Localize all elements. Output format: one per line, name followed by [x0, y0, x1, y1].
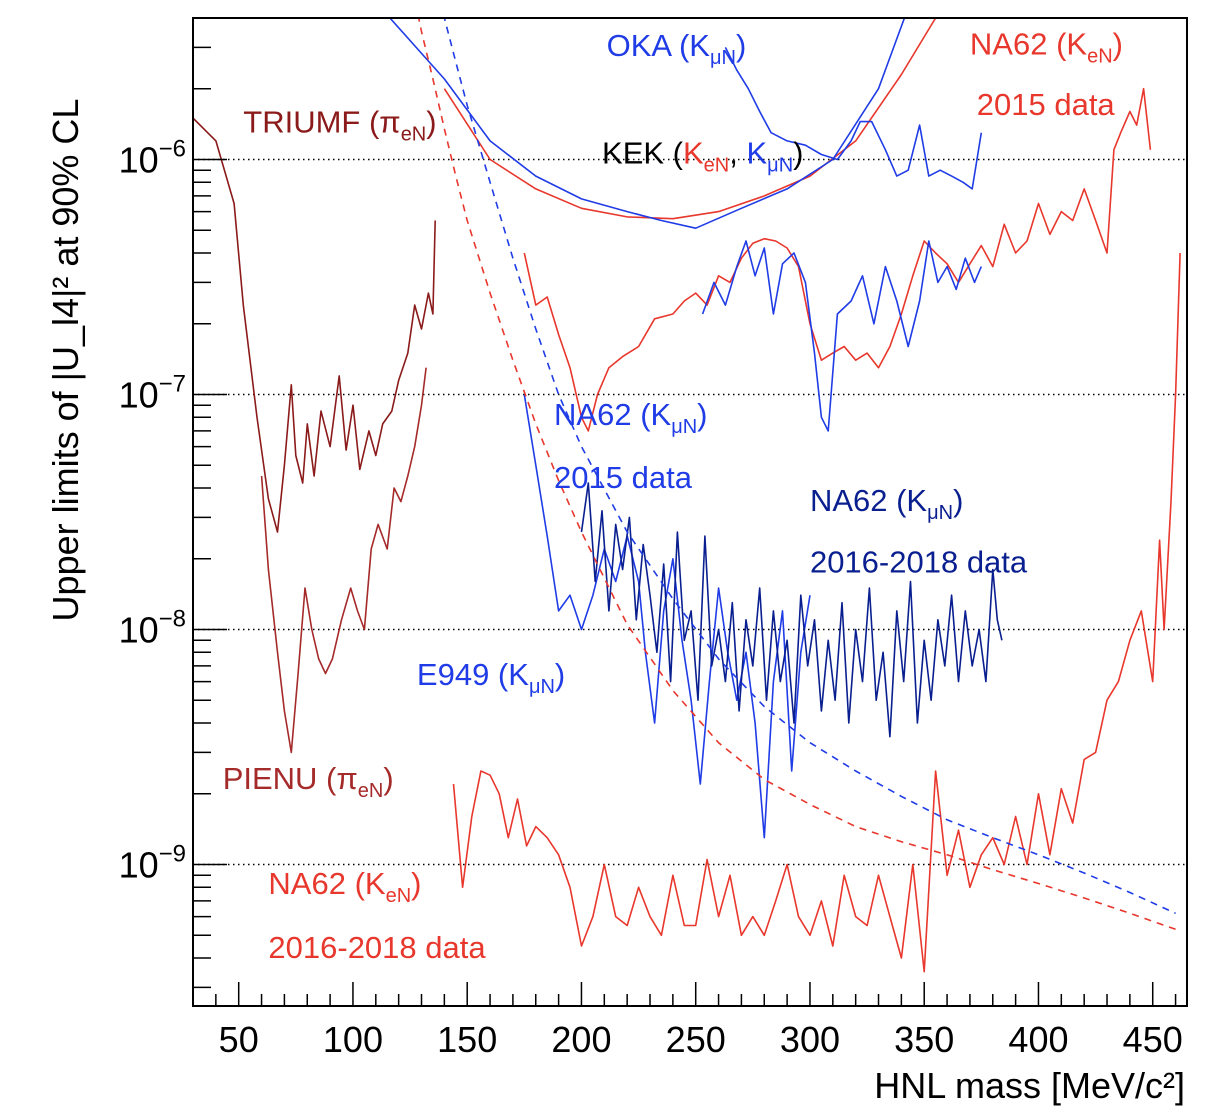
label-na62-e-2015-data: 2015 data [977, 87, 1116, 122]
x-tick-label: 200 [551, 1019, 611, 1060]
x-tick-label: 100 [323, 1019, 383, 1060]
y-tick-label: 10−8 [119, 606, 186, 651]
series-pienu-limit [260, 367, 427, 754]
y-tick-label: 10−9 [119, 841, 186, 886]
y-tick-label: 10−7 [119, 370, 186, 415]
gridlines [193, 158, 1187, 866]
x-tick-label: 450 [1123, 1019, 1183, 1060]
series-na62-e-2016-limit [452, 252, 1181, 973]
label-kek: KEK (KeN, KμN) [602, 136, 803, 177]
series-e949-limit [523, 394, 811, 839]
x-tick-label: 250 [666, 1019, 726, 1060]
label-na62-e-2016-data: 2016-2018 data [268, 930, 486, 965]
plot-frame [192, 17, 1188, 1007]
y-tick-label: 10−6 [119, 135, 186, 180]
series-triumf-limit [193, 117, 436, 533]
series-bbn-e-dashed [417, 18, 1176, 931]
x-tick-label: 350 [894, 1019, 954, 1060]
series-kek-mu-limit [388, 18, 906, 229]
y-axis-title: Upper limits of |U_l4|² at 90% CL [45, 99, 86, 622]
label-na62-mu-2015-data: 2015 data [554, 460, 693, 495]
series-na62-mu-2015-limit [701, 240, 983, 432]
label-na62-e-2015: NA62 (KeN) [970, 26, 1123, 67]
x-tick-label: 400 [1008, 1019, 1068, 1060]
x-axis-title: HNL mass [MeV/c²] [874, 1065, 1185, 1106]
label-e949: E949 (KμN) [417, 657, 565, 698]
label-na62-e-2016: NA62 (KeN) [268, 866, 421, 907]
label-na62-mu-2016: NA62 (KμN) [810, 483, 963, 524]
label-na62-mu-2016-data: 2016-2018 data [810, 544, 1028, 579]
label-triumf: TRIUMF (πeN) [243, 105, 436, 146]
series-na62-e-2015-limit [523, 87, 1152, 432]
series-bbn-mu-dashed [443, 18, 1176, 915]
annotations: TRIUMF (πeN) OKA (KμN) KEK (KeN, KμN) NA62 … [223, 26, 1123, 965]
label-na62-mu-2015: NA62 (KμN) [554, 397, 707, 438]
series-group [193, 18, 1181, 973]
x-tick-label: 300 [780, 1019, 840, 1060]
series-oka-limit [724, 47, 983, 190]
series-kek-e-limit [443, 18, 937, 220]
label-oka: OKA (KμN) [607, 28, 747, 69]
axis-ticks: 50 100 150 200 250 300 350 400 450 10−9 10−8 10−7 10… [119, 17, 1183, 1060]
label-pienu: PIENU (πeN) [223, 761, 394, 802]
x-tick-label: 150 [437, 1019, 497, 1060]
x-tick-label: 50 [219, 1019, 259, 1060]
series-na62-mu-2016-limit [580, 482, 1003, 738]
